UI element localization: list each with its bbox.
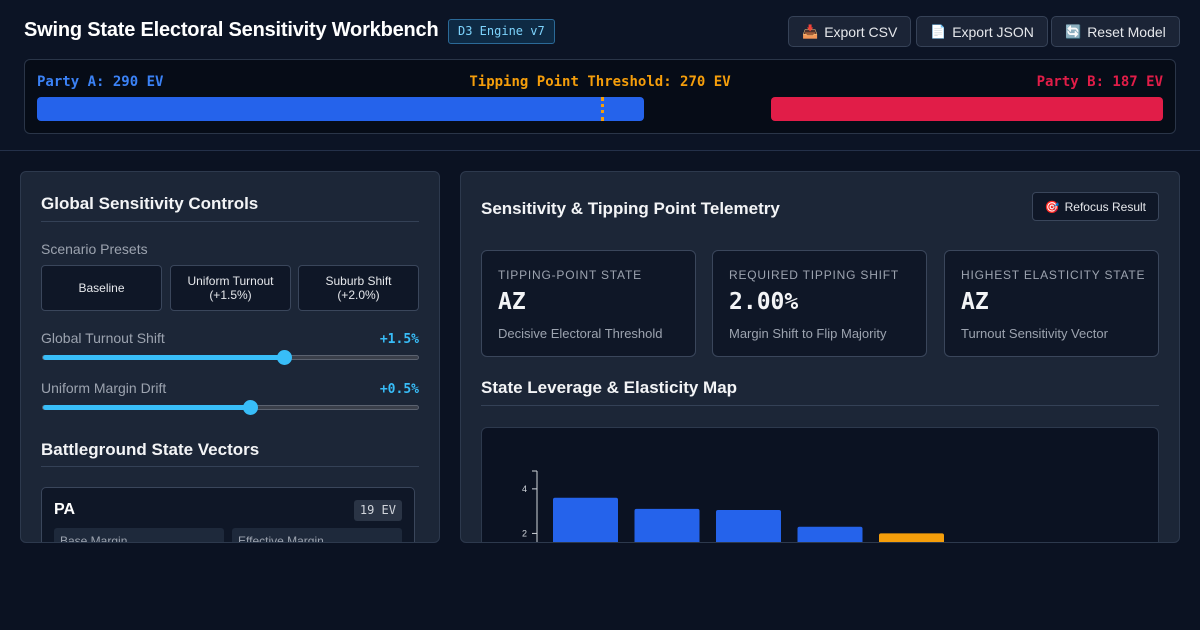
leverage-chart-svg: 42 [522,470,944,543]
preset-suburb-shift-button[interactable]: Suburb Shift (+2.0%) [298,265,419,311]
metric-key: HIGHEST ELASTICITY STATE [961,268,1146,282]
controls-title: Global Sensitivity Controls [41,194,259,213]
preset-line: Suburb Shift [325,274,392,288]
document-icon: 📄 [930,23,947,39]
preset-baseline-button[interactable]: Baseline [41,265,162,311]
app-header: Swing State Electoral Sensitivity Workbe… [0,0,1200,151]
refresh-icon: 🔄 [1065,23,1082,39]
controls-divider [41,221,419,222]
preset-line: (+1.5%) [209,288,252,302]
scenario-presets-label: Scenario Presets [41,241,148,257]
refocus-result-button[interactable]: 🎯 Refocus Result [1031,192,1159,221]
margin-drift-value: +0.5% [379,382,419,397]
export-csv-button[interactable]: 📥 Export CSV [788,16,912,47]
preset-line: Baseline [78,281,125,295]
preset-line: (+2.0%) [337,288,380,302]
engine-badge: D3 Engine v7 [448,19,555,44]
chart-bar[interactable] [797,526,863,543]
metric-value: AZ [498,289,526,315]
leverage-map-title: State Leverage & Elasticity Map [481,378,738,397]
inbox-tray-icon: 📥 [802,23,819,39]
party-a-ev-bar [37,97,644,121]
threshold-marker [601,97,604,121]
state-vectors-title: Battleground State Vectors [41,440,260,459]
turnout-shift-value: +1.5% [379,332,419,347]
chart-bar[interactable] [634,508,700,543]
metric-tipping-point-state: TIPPING-POINT STATE AZ Decisive Electora… [481,250,696,357]
metric-subtitle: Margin Shift to Flip Majority [729,326,887,341]
telemetry-panel: Sensitivity & Tipping Point Telemetry 🎯 … [460,171,1180,543]
preset-uniform-turnout-button[interactable]: Uniform Turnout (+1.5%) [170,265,291,311]
metric-subtitle: Decisive Electoral Threshold [498,326,663,341]
party-b-ev-label: Party B: 187 EV [1036,74,1163,90]
margin-drift-slider[interactable] [42,400,419,415]
margin-slider-thumb[interactable] [243,400,259,415]
state-card-pa[interactable]: PA 19 EV Base Margin Effective Margin [41,487,415,542]
target-icon: 🎯 [1044,199,1060,214]
chart-bar[interactable] [879,533,944,543]
metric-key: REQUIRED TIPPING SHIFT [729,268,900,282]
turnout-slider-fill [43,355,285,360]
state-ev-badge: 19 EV [353,500,402,521]
telemetry-title: Sensitivity & Tipping Point Telemetry [481,199,780,218]
state-name: PA [54,501,76,518]
sensitivity-controls-panel: Global Sensitivity Controls Scenario Pre… [20,171,440,543]
electoral-vote-panel: Party A: 290 EV Tipping Point Threshold:… [24,59,1176,134]
y-tick-label: 2 [522,528,527,538]
metric-highest-elasticity: HIGHEST ELASTICITY STATE AZ Turnout Sens… [944,250,1159,357]
chart-bar[interactable] [716,510,781,543]
party-a-ev-label: Party A: 290 EV [37,74,164,90]
export-json-button[interactable]: 📄 Export JSON [916,16,1048,47]
reset-model-button[interactable]: 🔄 Reset Model [1051,16,1180,47]
margin-drift-label: Uniform Margin Drift [41,380,167,396]
chart-bar[interactable] [553,497,618,543]
preset-line: Uniform Turnout [187,274,274,288]
page-title: Swing State Electoral Sensitivity Workbe… [24,19,439,41]
metric-value: AZ [961,289,989,315]
refocus-label: Refocus Result [1064,199,1146,214]
y-tick-label: 4 [522,484,527,494]
export-csv-label: Export CSV [824,23,898,40]
party-b-ev-bar [771,97,1163,121]
effective-margin-field: Effective Margin [232,528,402,542]
state-vectors-divider [41,466,419,467]
metric-required-shift: REQUIRED TIPPING SHIFT 2.00% Margin Shif… [712,250,927,357]
tipping-threshold-label: Tipping Point Threshold: 270 EV [469,74,731,90]
metric-subtitle: Turnout Sensitivity Vector [961,326,1108,341]
margin-slider-fill [43,405,251,410]
metric-key: TIPPING-POINT STATE [498,268,642,282]
reset-model-label: Reset Model [1087,23,1166,40]
turnout-slider-thumb[interactable] [277,350,293,365]
leverage-map-divider [481,405,1159,406]
turnout-shift-slider[interactable] [42,350,419,365]
metric-value: 2.00% [729,289,799,315]
turnout-shift-label: Global Turnout Shift [41,330,165,346]
base-margin-field: Base Margin [54,528,224,542]
export-json-label: Export JSON [952,23,1034,40]
